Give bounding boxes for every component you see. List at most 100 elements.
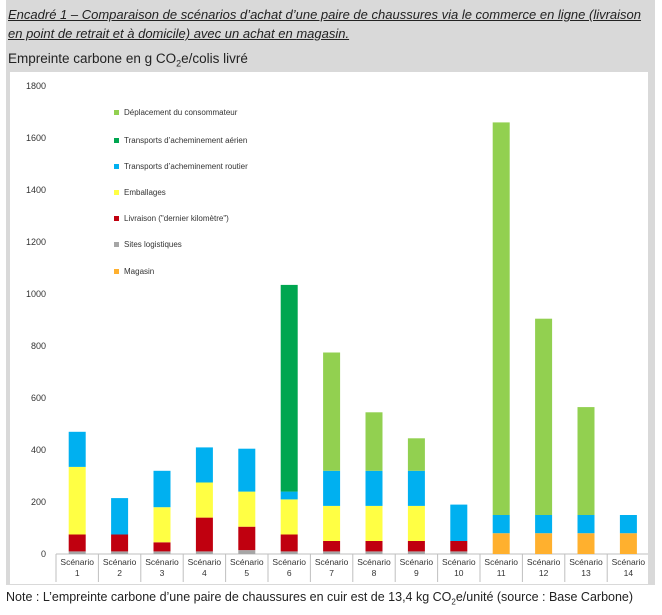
bar-segment (68, 534, 86, 552)
x-tick-label: Scénario (400, 557, 434, 567)
bar-segment (365, 505, 383, 541)
bar-segment (280, 551, 298, 554)
legend-label: Emballages (124, 188, 166, 197)
legend-label: Transports d’acheminement aérien (124, 136, 247, 145)
bar-segment (68, 466, 86, 535)
bar-segment (111, 534, 129, 552)
bar-segment (195, 551, 213, 554)
bar-segment (238, 448, 256, 492)
y-tick-label: 1000 (26, 289, 46, 299)
chart-title: Empreinte carbone en g CO2e/colis livré (8, 51, 248, 69)
legend-swatch (114, 164, 119, 169)
x-tick-label-number: 2 (117, 568, 122, 578)
y-tick-label: 400 (31, 445, 46, 455)
x-tick-label: Scénario (315, 557, 349, 567)
legend-swatch (114, 216, 119, 221)
bar-segment (492, 122, 510, 516)
x-tick-label: Scénario (569, 557, 603, 567)
y-tick-label: 800 (31, 341, 46, 351)
x-tick-label: Scénario (60, 557, 94, 567)
bar-segment (492, 515, 510, 534)
x-tick-label-number: 14 (624, 568, 634, 578)
bar-segment (280, 284, 298, 492)
y-tick-label: 1200 (26, 237, 46, 247)
bar-segment (323, 551, 341, 554)
legend-label: Déplacement du consommateur (124, 108, 238, 117)
x-tick-label-number: 8 (372, 568, 377, 578)
bar-segment (153, 507, 171, 543)
bar-segment (535, 515, 553, 534)
x-tick-label-number: 7 (329, 568, 334, 578)
x-tick-label: Scénario (188, 557, 222, 567)
footnote-prefix: Note : L’empreinte carbone d’une paire d… (6, 590, 452, 604)
x-tick-label-number: 10 (454, 568, 464, 578)
bar-segment (619, 515, 637, 534)
footnote-suffix: e/unité (source : Base Carbone) (455, 590, 634, 604)
y-tick-label: 1800 (26, 81, 46, 91)
y-tick-label: 0 (41, 549, 46, 559)
x-tick-label: Scénario (484, 557, 518, 567)
bar-segment (450, 551, 468, 554)
bar-segment (577, 407, 595, 515)
legend-swatch (114, 190, 119, 195)
bar-segment (577, 515, 595, 534)
bar-segment (323, 505, 341, 541)
legend-label: Transports d’acheminement routier (124, 162, 248, 171)
bar-segment (535, 318, 553, 515)
bar-segment (365, 470, 383, 506)
bar-segment (280, 499, 298, 535)
x-tick-label: Scénario (103, 557, 137, 567)
x-tick-label: Scénario (230, 557, 264, 567)
x-tick-label-number: 12 (539, 568, 549, 578)
bar-segment (450, 541, 468, 552)
y-tick-label: 600 (31, 393, 46, 403)
bar-segment (407, 505, 425, 541)
bar-segment (407, 438, 425, 471)
footnote: Note : L’empreinte carbone d’une paire d… (6, 590, 633, 607)
x-tick-label-number: 13 (581, 568, 591, 578)
bar-segment (365, 541, 383, 552)
legend-swatch (114, 242, 119, 247)
bar-segment (535, 533, 553, 554)
x-tick-label: Scénario (357, 557, 391, 567)
bar-segment (323, 352, 341, 471)
bar-segment (323, 541, 341, 552)
bar-segment (195, 482, 213, 518)
bar-segment (238, 550, 256, 554)
bar-segment (238, 526, 256, 551)
bar-segment (280, 534, 298, 552)
legend-label: Sites logistiques (124, 240, 182, 249)
bar-segment (407, 541, 425, 552)
x-tick-label-number: 9 (414, 568, 419, 578)
x-tick-label: Scénario (272, 557, 306, 567)
bar-segment (365, 412, 383, 471)
y-tick-label: 1600 (26, 133, 46, 143)
legend-label: Magasin (124, 267, 154, 276)
x-tick-label-number: 3 (160, 568, 165, 578)
bar-segment (111, 498, 129, 535)
heading-link-text: magasin. (296, 26, 350, 41)
bar-segment (450, 504, 468, 541)
bar-segment (323, 470, 341, 506)
legend-swatch (114, 110, 119, 115)
bar-segment (195, 517, 213, 552)
x-tick-label-number: 11 (497, 568, 506, 578)
x-tick-label-number: 4 (202, 568, 207, 578)
x-tick-label: Scénario (145, 557, 179, 567)
x-tick-label: Scénario (612, 557, 646, 567)
legend-swatch (114, 138, 119, 143)
bar-segment (111, 551, 129, 554)
bar-segment (153, 551, 171, 554)
bar-segment (195, 447, 213, 483)
x-tick-label: Scénario (442, 557, 476, 567)
legend-swatch (114, 269, 119, 274)
legend-label: Livraison ("dernier kilomètre") (124, 214, 229, 223)
chart-title-sub: 2 (176, 58, 182, 69)
bar-segment (68, 551, 86, 554)
bar-segment (407, 470, 425, 506)
y-tick-label: 1400 (26, 185, 46, 195)
bar-segment (492, 533, 510, 554)
bar-segment (365, 551, 383, 554)
x-tick-label-number: 1 (75, 568, 80, 578)
chart-title-prefix: Empreinte carbone en g CO (8, 51, 177, 66)
